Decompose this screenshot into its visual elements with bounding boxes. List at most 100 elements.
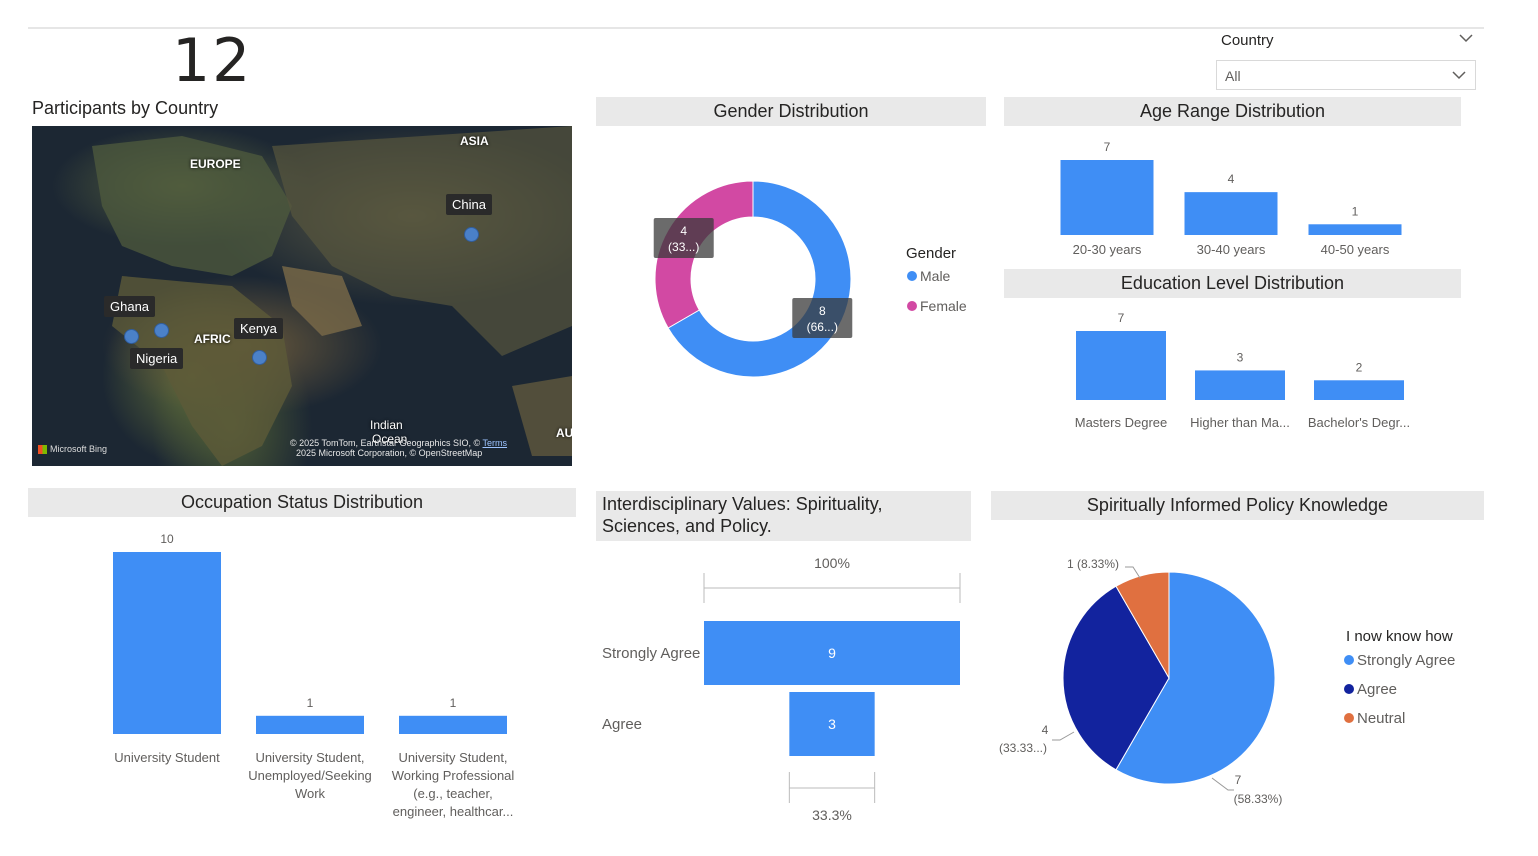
policy-legend: I now know how Strongly Agree Agree Neutral [1344,628,1455,727]
map-bubble-nigeria[interactable] [154,323,169,338]
bar-value-label-0: 7 [1104,140,1111,154]
slice-1[interactable] [1062,585,1170,771]
legend-item-0: Strongly Agree [1357,652,1455,669]
interdisciplinary-title-line2: Sciences, and Policy. [602,516,772,536]
bar-value-label-1: 1 [307,696,314,710]
legend-marker-1[interactable] [907,301,917,311]
bar-1[interactable] [1195,370,1285,400]
occupation-chart-title: Occupation Status Distribution [28,488,576,517]
participant-count-card: 12 [172,26,253,96]
bar-2[interactable] [1308,224,1402,235]
bar-value-label-0: 10 [160,532,174,546]
percent-label-bottom: 33.3% [812,807,852,823]
funnel-category-0: Strongly Agree [602,645,700,662]
funnel-value-1: 3 [828,716,836,732]
data-label-pct-0: (66...) [807,320,838,334]
bar-2[interactable] [1314,380,1404,400]
funnel-bar-0[interactable] [704,621,960,685]
category-label-0-0: 20-30 years [1073,242,1142,257]
policy-pie-chart[interactable]: 7 (58.33%) 4 (33.33...) 1 (8.33%) [999,557,1282,806]
slice-1[interactable] [654,180,754,329]
map-tag-nigeria[interactable]: Nigeria [130,348,184,369]
interdisciplinary-funnel-chart[interactable]: 100% 9 Strongly Agree 3 Agree 33.3% [602,555,961,823]
map-region-europe: EUROPE [190,157,241,171]
legend-item-0: Male [920,268,951,284]
category-label-1-0: 30-40 years [1197,242,1266,257]
percent-label-top: 100% [814,555,850,571]
top-divider [28,27,1484,29]
category-label-0-0: University Student [114,750,220,765]
gender-chart-title: Gender Distribution [596,97,986,126]
map-bubble-kenya[interactable] [252,350,267,365]
education-chart-title: Education Level Distribution [1004,269,1461,298]
country-slicer-value: All [1225,68,1241,84]
legend-marker-0[interactable] [907,271,917,281]
participants-map[interactable]: ASIA EUROPE AFRIC Indian Ocean AU China … [32,126,572,466]
map-bubble-china[interactable] [464,227,479,242]
slice-0[interactable] [667,180,852,378]
bar-value-label-1: 4 [1228,172,1235,186]
leader-line-0[interactable] [1211,777,1234,791]
interdisciplinary-chart-title: Interdisciplinary Values: Spirituality, … [596,491,971,541]
occupation-bar-chart[interactable]: 10 University Student 1 University Student,… [113,532,514,819]
leader-line-2[interactable] [1125,566,1141,579]
category-label-2-0: Bachelor's Degr... [1308,415,1410,430]
category-label-2-1: Working Professional [392,768,515,783]
map-region-indian: Indian [370,418,403,432]
bar-1[interactable] [1184,192,1278,235]
bar-value-label-2: 2 [1356,360,1363,374]
country-slicer-dropdown[interactable]: All [1216,60,1476,90]
map-region-ocean: Ocean [372,432,408,446]
category-label-2-2: (e.g., teacher, [413,786,493,801]
leader-line-1[interactable] [1052,731,1075,741]
country-slicer-label: Country [1221,32,1274,49]
data-label-box-0[interactable] [792,298,853,338]
bar-value-label-0: 7 [1118,311,1125,325]
legend-marker-0[interactable] [1344,655,1354,665]
map-bubble-ghana[interactable] [124,329,139,344]
bar-2[interactable] [399,715,507,734]
data-label-count-0: 8 [819,304,826,318]
age-chart-title: Age Range Distribution [1004,97,1461,126]
gender-donut-chart[interactable]: 8 (66...) 4 (33...) [653,180,853,378]
data-label-box-1[interactable] [653,218,714,258]
bing-brand: Microsoft Bing [50,444,108,454]
bar-1[interactable] [256,715,364,734]
legend-marker-1[interactable] [1344,684,1354,694]
funnel-category-1: Agree [602,716,642,733]
slice-0[interactable] [1115,571,1276,785]
category-label-1-0: University Student, [255,750,364,765]
map-attribution-line2: 2025 Microsoft Corporation, © OpenStreet… [296,448,483,458]
bar-0[interactable] [113,552,221,734]
bar-value-label-2: 1 [450,696,457,710]
funnel-bar-1[interactable] [789,692,875,756]
education-bar-chart[interactable]: 7 Masters Degree 3 Higher than Ma... 2 Bachel… [1075,311,1410,430]
pie-label-2: 1 (8.33%) [1067,557,1119,571]
legend-item-2: Neutral [1357,710,1405,727]
legend-item-1: Agree [1357,681,1397,698]
category-label-2-0: 40-50 years [1321,242,1390,257]
bar-value-label-1: 3 [1237,350,1244,364]
bing-attribution: Microsoft Bing [38,444,108,455]
map-terms-link[interactable]: Terms [482,438,508,448]
interdisciplinary-title-line1: Interdisciplinary Values: Spirituality, [602,494,883,514]
map-title: Participants by Country [32,98,219,118]
funnel-value-0: 9 [828,645,836,661]
map-tag-ghana[interactable]: Ghana [104,296,156,317]
map-region-asia: ASIA [460,134,489,148]
bar-0[interactable] [1076,331,1166,400]
category-label-1-0: Higher than Ma... [1190,415,1290,430]
bar-0[interactable] [1060,160,1154,235]
category-label-0-0: Masters Degree [1075,415,1167,430]
slicer-collapse-chevron-icon[interactable] [1458,30,1474,46]
age-bar-chart[interactable]: 7 20-30 years 4 30-40 years 1 40-50 years [1060,140,1402,257]
data-label-count-1: 4 [680,224,687,238]
category-label-2-3: engineer, healthcar... [393,804,514,819]
map-attribution-line1: © 2025 TomTom, Earthstar Geographics SIO… [290,438,507,448]
map-tag-kenya[interactable]: Kenya [234,318,283,339]
map-tag-china[interactable]: China [446,194,492,215]
legend-marker-2[interactable] [1344,713,1354,723]
bar-value-label-2: 1 [1352,204,1359,218]
pie-label-pct-1: (33.33...) [999,741,1047,755]
slice-2[interactable] [1115,571,1170,680]
